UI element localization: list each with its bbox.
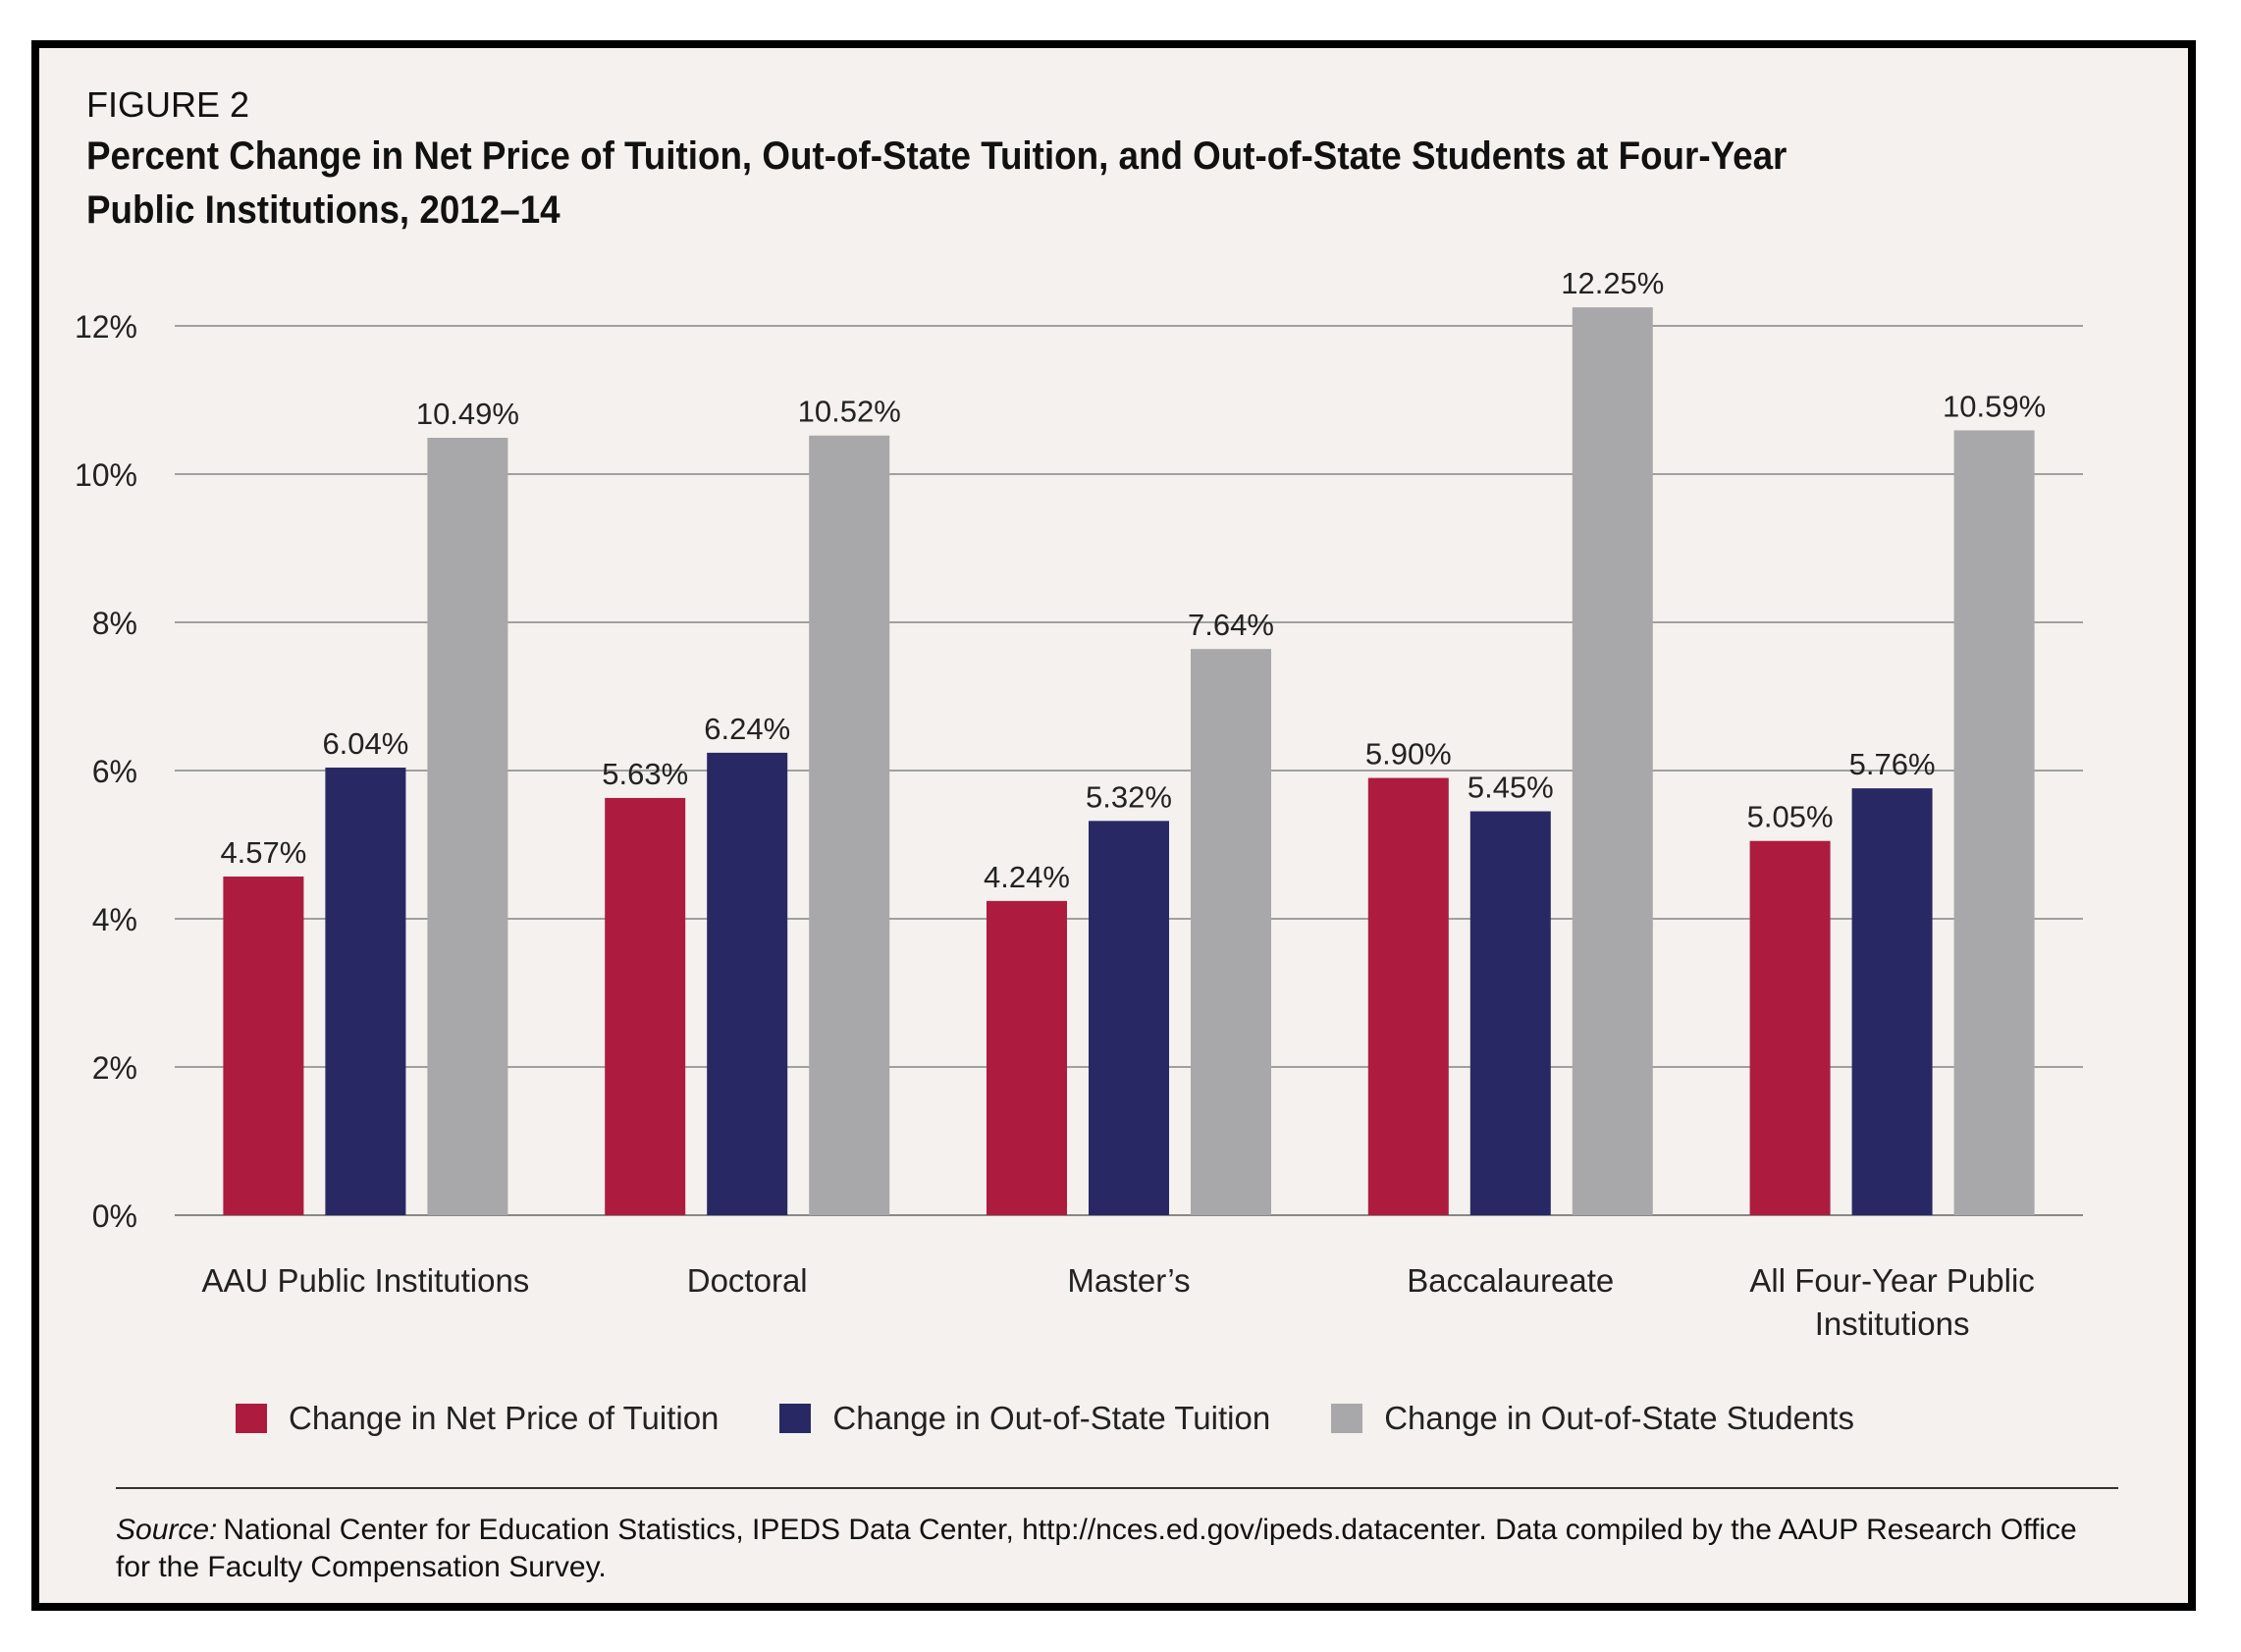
- bar: [809, 435, 890, 1215]
- bar: [1749, 840, 1831, 1215]
- x-tick-label: Doctoral: [687, 1262, 808, 1299]
- bar: [223, 876, 304, 1215]
- data-label: 4.24%: [984, 860, 1070, 894]
- y-tick-label: 10%: [75, 457, 137, 493]
- y-tick-label: 8%: [92, 606, 137, 641]
- bar: [605, 797, 686, 1215]
- data-label: 5.45%: [1467, 771, 1554, 805]
- data-label: 5.63%: [602, 757, 688, 791]
- data-label: 6.24%: [704, 712, 790, 746]
- bar: [1191, 649, 1271, 1215]
- bar-chart: 0% 2% 4% 6% 8% 10% 12% 4.57% 6.04% 10.49% AAU Publ…: [75, 266, 2083, 1342]
- bar: [427, 438, 508, 1215]
- source-text: National Center for Education Statistics…: [116, 1514, 2077, 1583]
- data-label: 10.52%: [798, 395, 901, 429]
- legend-label-out-of-state-students: Change in Out-of-State Students: [1384, 1400, 1854, 1436]
- legend-label-net-price: Change in Net Price of Tuition: [289, 1400, 720, 1436]
- chart-title: Percent Change in Net Price of Tuition, …: [86, 134, 1787, 232]
- x-tick-label: All Four-Year Public: [1749, 1262, 2034, 1299]
- x-tick-label: Master’s: [1067, 1262, 1190, 1299]
- data-label: 5.76%: [1849, 747, 1936, 781]
- legend-label-out-of-state-tuition: Change in Out-of-State Tuition: [832, 1400, 1271, 1436]
- legend-swatch-out-of-state-tuition: [779, 1404, 812, 1433]
- bar: [1367, 777, 1449, 1215]
- legend-item-out-of-state-students: Change in Out-of-State Students: [1331, 1400, 1854, 1437]
- bar: [1469, 811, 1551, 1215]
- x-tick-label: AAU Public Institutions: [201, 1262, 529, 1299]
- source-note: Source: National Center for Education Sta…: [116, 1512, 2079, 1586]
- y-tick-label: 2%: [92, 1050, 137, 1086]
- bar: [1089, 821, 1169, 1215]
- y-tick-label: 12%: [75, 309, 137, 345]
- data-label: 5.32%: [1086, 779, 1172, 814]
- data-label: 6.04%: [322, 726, 408, 761]
- divider-line: [116, 1487, 2118, 1489]
- x-tick-label: Baccalaureate: [1407, 1262, 1614, 1299]
- data-label: 10.59%: [1943, 389, 2046, 423]
- data-label: 5.05%: [1747, 800, 1834, 834]
- y-tick-label: 6%: [92, 754, 137, 789]
- bar: [987, 900, 1067, 1215]
- bar: [325, 767, 406, 1215]
- y-tick-label: 0%: [92, 1199, 137, 1234]
- bar: [707, 752, 788, 1215]
- legend-item-net-price: Change in Net Price of Tuition: [236, 1400, 719, 1437]
- x-tick-label: Institutions: [1815, 1306, 1970, 1342]
- legend-swatch-net-price: [236, 1404, 267, 1433]
- y-tick-label: 4%: [92, 902, 137, 937]
- bar: [1572, 307, 1653, 1215]
- data-label: 5.90%: [1365, 737, 1452, 772]
- legend-swatch-out-of-state-students: [1331, 1404, 1363, 1433]
- source-lead: Source:: [116, 1514, 218, 1546]
- bar: [1953, 430, 2035, 1216]
- data-label: 7.64%: [1188, 608, 1274, 642]
- legend: Change in Net Price of Tuition Change in…: [236, 1394, 1915, 1443]
- figure-label: FIGURE 2: [86, 84, 250, 125]
- legend-item-out-of-state-tuition: Change in Out-of-State Tuition: [779, 1400, 1270, 1437]
- data-label: 12.25%: [1561, 266, 1664, 300]
- bar: [1851, 788, 1933, 1215]
- data-label: 10.49%: [416, 397, 519, 431]
- data-label: 4.57%: [220, 835, 306, 870]
